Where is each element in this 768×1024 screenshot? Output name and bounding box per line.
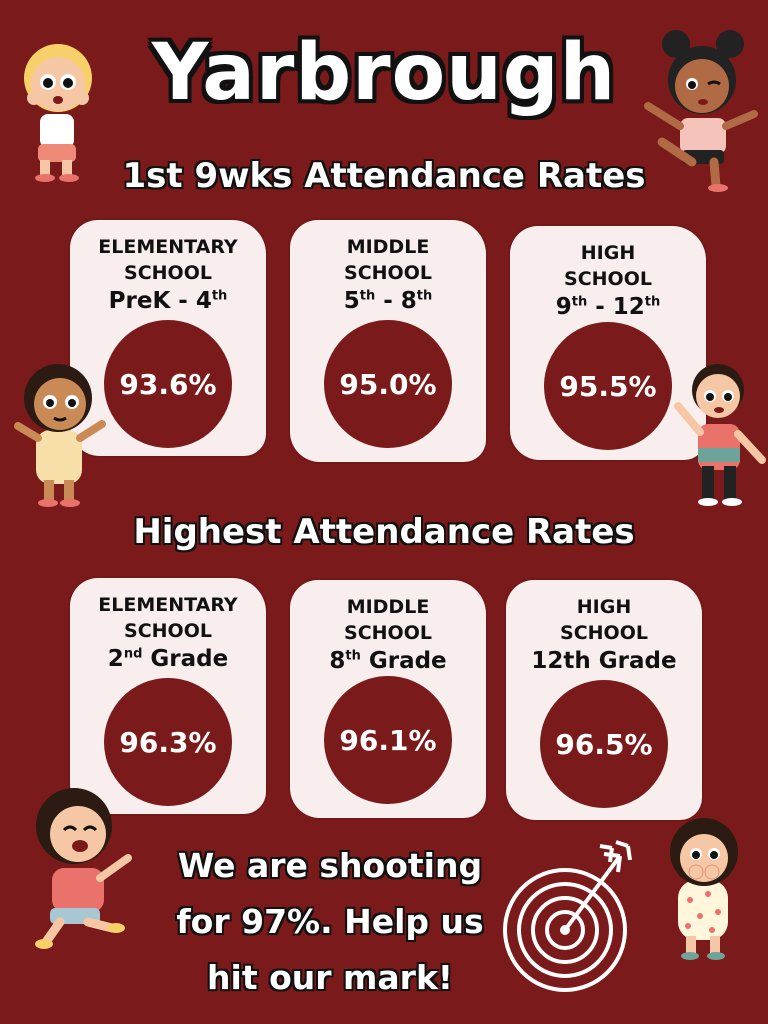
grade-sup: th [359,288,376,304]
card-label-line1: MIDDLE [346,596,430,618]
grade-text: PreK - 4 [108,288,212,314]
target-arrow-icon [503,840,632,992]
card-grade: 12th Grade [506,646,702,676]
footer-message: We are shooting for 97%. Help us hit our… [140,838,520,1006]
card-label-line2: SCHOOL [564,268,652,290]
card-label-line1: ELEMENTARY [98,594,238,616]
rate-circle: 93.6% [104,320,232,448]
section2-heading: Highest Attendance Rates [133,512,635,552]
card-label-line1: ELEMENTARY [98,236,238,258]
section1-heading: 1st 9wks Attendance Rates [122,156,646,196]
grade-text: 8 [329,648,346,674]
card-grade: 9th - 12th [510,292,706,322]
grade-sup-b: th [644,294,661,310]
grade-text: 2 [107,646,124,672]
card-grade: 8th Grade [290,646,486,676]
rate-circle: 96.1% [324,676,452,804]
grade-sup: th [211,288,228,304]
card-high-1st9wks: HIGH SCHOOL 9th - 12th 95.5% [510,226,706,460]
grade-text-b: - 12 [587,294,645,320]
card-label-line1: HIGH [576,596,632,618]
grade-text: 5 [343,288,360,314]
grade-text-b: - 8 [375,288,417,314]
card-label-line2: SCHOOL [344,262,432,284]
grade-text: 12th Grade [531,648,677,674]
poster-title: Yarbrough [151,28,617,118]
kid-girl-illustration [14,364,106,507]
grade-sup: nd [123,646,143,662]
grade-sup-b: th [416,288,433,304]
card-label-line2: SCHOOL [344,622,432,644]
grade-text-b: Grade [142,646,229,672]
kid-shy-illustration [670,818,738,960]
rate-circle: 96.5% [540,680,668,808]
card-label-line1: MIDDLE [346,236,430,258]
grade-text-b: Grade [360,648,447,674]
rate-circle: 95.5% [544,322,672,450]
card-grade: 2nd Grade [70,644,266,674]
card-middle-1st9wks: MIDDLE SCHOOL 5th - 8th 95.0% [290,220,486,462]
kid-waving-illustration [644,30,758,192]
grade-sup: th [571,294,588,310]
card-label-line2: SCHOOL [124,620,212,642]
kid-laughing-illustration [35,788,132,949]
card-high-highest: HIGH SCHOOL 12th Grade 96.5% [506,580,702,820]
footer-line3: hit our mark! [207,958,453,997]
rate-circle: 96.3% [104,678,232,806]
kid-blonde-illustration [24,44,92,182]
card-label-line2: SCHOOL [560,622,648,644]
footer-line2: for 97%. Help us [176,902,484,941]
grade-text: 9 [555,294,572,320]
card-grade: 5th - 8th [290,286,486,316]
footer-line1: We are shooting [177,846,483,885]
card-elementary-1st9wks: ELEMENTARY SCHOOL PreK - 4th 93.6% [70,220,266,456]
rate-circle: 95.0% [324,320,452,448]
card-label-line2: SCHOOL [124,262,212,284]
kid-boy-illustration [674,364,766,506]
card-label-line1: HIGH [580,242,636,264]
card-grade: PreK - 4th [70,286,266,316]
card-middle-highest: MIDDLE SCHOOL 8th Grade 96.1% [290,580,486,818]
grade-sup: th [345,648,361,664]
card-elementary-highest: ELEMENTARY SCHOOL 2nd Grade 96.3% [70,578,266,814]
